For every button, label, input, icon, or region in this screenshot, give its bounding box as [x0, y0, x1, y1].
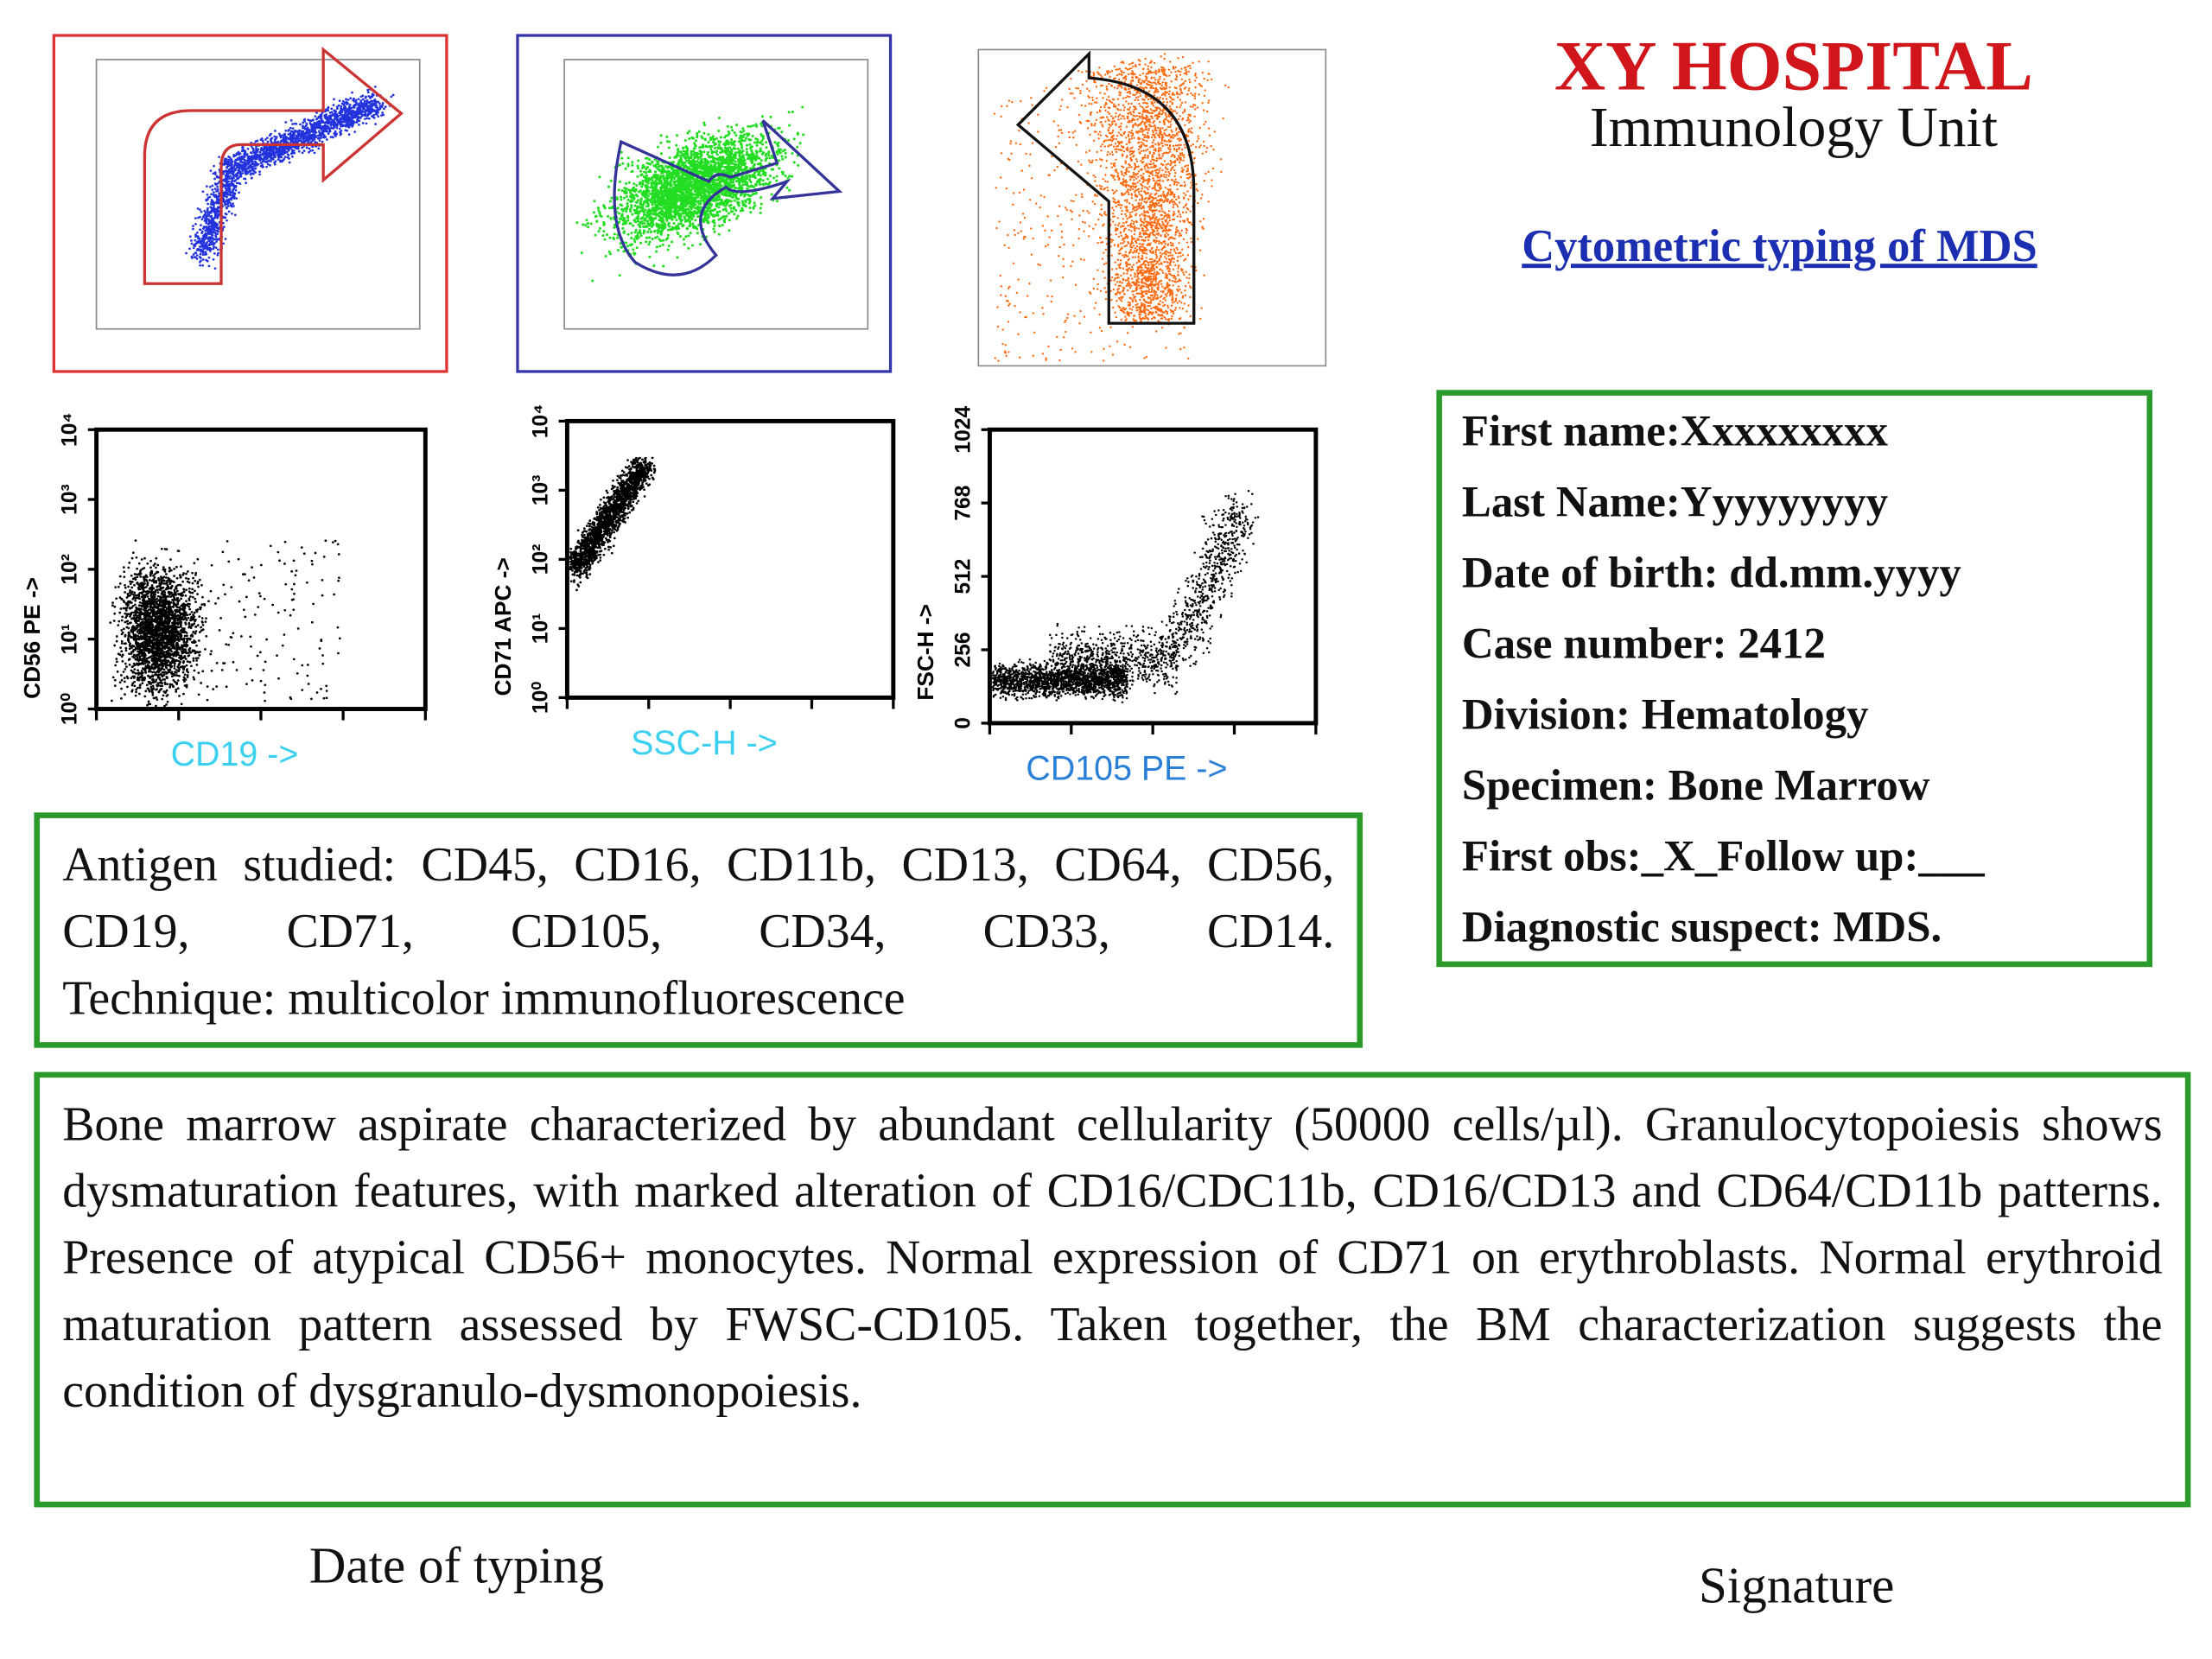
- patient-field: Division: Hematology: [1461, 689, 1869, 739]
- dot-cloud: [185, 86, 395, 270]
- y-tick-label: 512: [951, 559, 975, 594]
- y-axis-label: FSC-H ->: [912, 604, 938, 701]
- plot-axes: [564, 418, 896, 700]
- report-box: Bone marrow aspirate characterized by ab…: [34, 1071, 2191, 1508]
- y-tick-label: 10¹: [529, 613, 552, 645]
- y-tick-label: 10⁰: [59, 693, 82, 725]
- plot-frame: [52, 34, 448, 373]
- y-tick-label: 768: [951, 486, 975, 521]
- patient-field: First obs:_X_Follow up:___: [1461, 830, 1985, 881]
- y-tick-label: 10³: [529, 475, 552, 506]
- technique-text: Technique: multicolor immunofluorescence: [62, 972, 906, 1026]
- y-axis-label: CD71 APC ->: [490, 557, 516, 696]
- signature-label: Signature: [1698, 1556, 1895, 1614]
- x-axis-label: SSC-H ->: [631, 724, 778, 762]
- y-tick-label: 10²: [59, 554, 82, 585]
- antigen-box: Antigen studied: CD45, CD16, CD11b, CD13…: [34, 812, 1363, 1048]
- gate-arrow: [613, 119, 843, 276]
- y-tick-label: 0: [951, 717, 975, 729]
- plot-axes: [95, 59, 421, 330]
- y-tick-label: 10¹: [59, 624, 82, 655]
- patient-box: First name:Xxxxxxxxx Last Name:Yyyyyyyyy D…: [1436, 390, 2153, 968]
- report-text: Bone marrow aspirate characterized by ab…: [62, 1098, 2163, 1419]
- plot-axes: [563, 59, 869, 330]
- report-link[interactable]: Cytometric typing of MDS: [1522, 219, 2037, 271]
- x-axis-label: CD105 PE ->: [1026, 750, 1227, 788]
- dot-cloud: [575, 105, 805, 283]
- y-axis-label: CD56 PE ->: [19, 577, 45, 699]
- y-tick-label: 10²: [529, 544, 552, 575]
- unit-name: Immunology Unit: [1589, 94, 1999, 159]
- patient-field: Specimen: Bone Marrow: [1461, 760, 1930, 810]
- dot-cloud: [569, 456, 657, 592]
- plot-frame: [516, 34, 893, 373]
- patient-field: First name:Xxxxxxxxx: [1461, 405, 1889, 455]
- date-label: Date of typing: [308, 1536, 605, 1594]
- y-tick-label: 10⁴: [529, 404, 552, 439]
- dot-cloud: [993, 53, 1230, 362]
- gate-arrow: [143, 46, 404, 285]
- x-axis-label: CD19 ->: [171, 735, 299, 773]
- dot-cloud: [109, 539, 341, 708]
- gate-arrow: [1015, 50, 1196, 325]
- y-tick-label: 10⁰: [529, 682, 552, 714]
- y-tick-label: 10⁴: [59, 412, 82, 447]
- scatter-dots: [109, 53, 1260, 708]
- hospital-title: XY HOSPITAL: [1554, 25, 2033, 105]
- dot-cloud: [991, 490, 1260, 704]
- y-tick-label: 1024: [951, 406, 975, 454]
- y-tick-label: 256: [951, 632, 975, 667]
- y-tick-label: 10³: [59, 484, 82, 515]
- antigen-text: Antigen studied: CD45, CD16, CD11b, CD13…: [62, 839, 1335, 959]
- plot-axes: [977, 48, 1327, 367]
- patient-field: Case number: 2412: [1461, 618, 1827, 668]
- patient-field: Date of birth: dd.mm.yyyy: [1461, 547, 1961, 597]
- patient-field: Diagnostic suspect: MDS.: [1461, 901, 1942, 952]
- patient-field: Last Name:Yyyyyyyyy: [1461, 476, 1889, 526]
